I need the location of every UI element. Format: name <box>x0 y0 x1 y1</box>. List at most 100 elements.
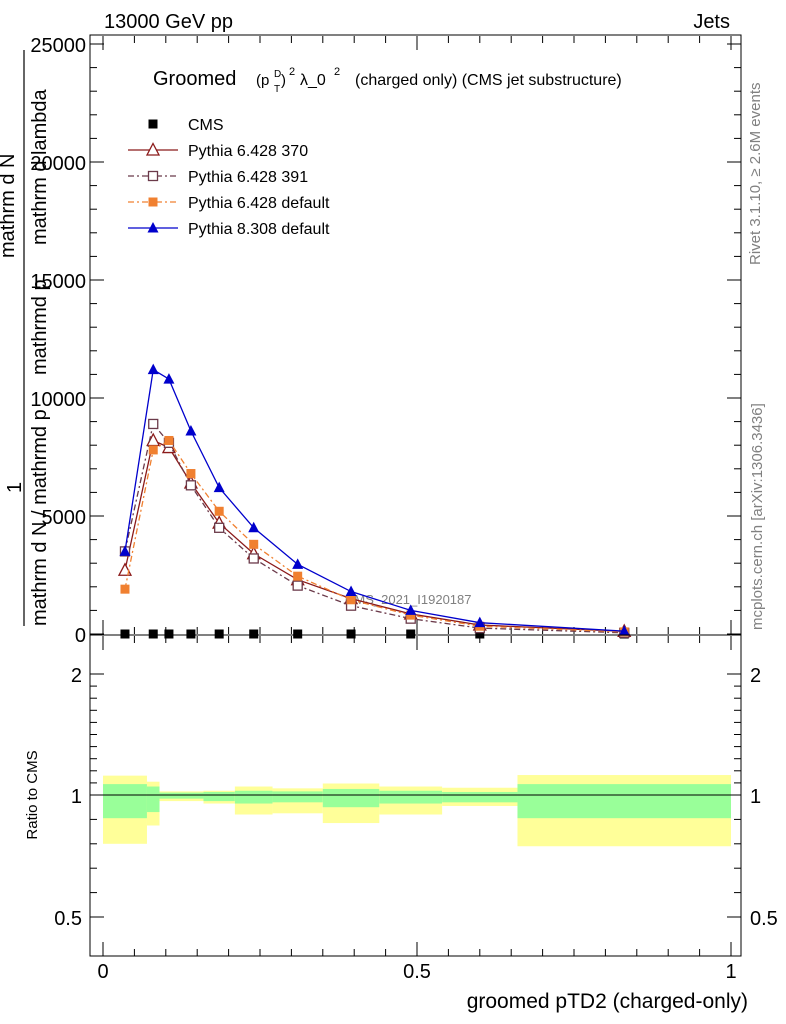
main-ytick-label: 15000 <box>30 271 86 293</box>
data-point-triangle <box>163 373 175 384</box>
legend-label: CMS <box>188 117 224 134</box>
legend-item: Pythia 6.428 391 <box>128 169 308 186</box>
ratio-stat-band <box>203 791 235 802</box>
ratio-stat-band <box>159 792 204 799</box>
main-ytick-label: 10000 <box>30 389 86 411</box>
category-label: Jets <box>693 11 730 33</box>
title-sup-2b: 2 <box>334 66 340 78</box>
data-point-square <box>148 197 158 207</box>
data-point-triangle <box>618 625 630 636</box>
data-point-square <box>186 469 196 479</box>
ratio-ytick-label-right: 1 <box>750 786 761 808</box>
data-point-square <box>249 539 259 549</box>
data-point-square <box>164 435 174 445</box>
ratio-stat-band <box>442 791 518 803</box>
main-y-label: 1 mathrm d N mathrm d N / mathrmd p math… <box>0 50 51 626</box>
main-ytick-label: 20000 <box>30 153 86 175</box>
title-paren: ) <box>281 72 286 89</box>
ylabel-top: mathrm d N <box>0 154 19 258</box>
data-point-square <box>120 629 130 639</box>
ylabel-one: 1 <box>4 482 26 493</box>
data-point-square <box>346 595 356 605</box>
data-point-triangle-open <box>145 142 161 156</box>
main-title: Groomed (p D T ) 2 λ_0 2 (charged only) … <box>153 66 622 95</box>
energy-label: 13000 GeV pp <box>104 11 233 33</box>
watermark: CMS_2021_I1920187 <box>345 592 472 607</box>
data-point-triangle <box>248 521 260 533</box>
mcplots-label: mcplots.cern.ch [arXiv:1306.3436] <box>749 403 766 630</box>
data-point-square <box>148 445 158 455</box>
legend: CMS Pythia 6.428 370 Pythia 6.428 391 Pythi… <box>128 117 330 238</box>
title-tail: (charged only) (CMS jet substructure) <box>355 72 622 89</box>
title-sup-2a: 2 <box>289 66 295 78</box>
ratio-stat-band <box>517 784 731 819</box>
title-sup-d: D <box>274 69 281 80</box>
data-point-square <box>475 629 485 639</box>
ratio-y-axis: 0.5 0.5 1 1 2 2 <box>54 665 778 930</box>
data-point-square <box>293 629 303 639</box>
data-point-triangle <box>345 585 357 597</box>
ratio-ytick-label: 0.5 <box>54 908 82 930</box>
ratio-stat-band <box>234 790 273 804</box>
data-point-square <box>293 571 303 581</box>
data-point-square-open <box>185 480 197 491</box>
data-point-triangle <box>405 604 417 615</box>
data-point-square <box>406 629 416 639</box>
legend-item: Pythia 8.308 default <box>128 221 330 238</box>
legend-label: Pythia 6.428 370 <box>188 143 308 160</box>
ratio-stat-band <box>322 788 380 808</box>
data-point-square <box>148 629 158 639</box>
ratio-ytick-label-right: 0.5 <box>750 908 778 930</box>
title-sub-t: T <box>274 84 280 95</box>
data-point-square <box>249 629 259 639</box>
ratio-stat-band <box>379 790 443 804</box>
data-point-triangle <box>185 425 197 436</box>
main-y-axis: 0 5000 10000 15000 20000 25000 <box>30 35 741 647</box>
ratio-stat-band <box>103 784 147 819</box>
main-ytick-label: 0 <box>75 625 86 647</box>
main-series <box>117 363 632 639</box>
title-formula: (p <box>256 72 269 89</box>
ratio-x-axis: 0 0.5 1 <box>97 636 737 983</box>
main-plot: 0 5000 10000 15000 20000 25000 CMS_2021_I1920… <box>0 34 742 647</box>
data-point-triangle <box>119 545 131 556</box>
data-point-square-open <box>148 418 159 430</box>
data-point-triangle <box>292 558 304 569</box>
data-point-square-open <box>248 553 259 564</box>
legend-label: Pythia 6.428 default <box>188 195 330 212</box>
ratio-ytick-label: 1 <box>71 786 82 808</box>
legend-item: Pythia 6.428 default <box>128 195 330 212</box>
data-point-square <box>148 119 158 129</box>
data-point-triangle <box>147 363 159 375</box>
title-rest: λ_0 <box>300 72 326 89</box>
main-ytick-label: 5000 <box>42 507 87 529</box>
data-point-square <box>214 506 224 516</box>
ratio-ytick-label: 2 <box>71 665 82 687</box>
xtick-label: 1 <box>725 961 736 983</box>
main-ytick-label: 25000 <box>30 35 86 57</box>
legend-label: Pythia 6.428 391 <box>188 169 308 186</box>
legend-item: CMS <box>148 117 224 134</box>
ratio-ytick-label-right: 2 <box>750 665 761 687</box>
ylabel-end: mathrm d lambda <box>29 89 51 245</box>
data-point-square-open <box>147 170 159 182</box>
data-point-triangle-open <box>146 432 161 447</box>
legend-label: Pythia 8.308 default <box>188 221 330 238</box>
ylabel-bottom: mathrm d N / mathrmd p <box>29 409 51 626</box>
data-point-triangle <box>147 222 159 233</box>
xtick-label: 0.5 <box>403 961 431 983</box>
series-line <box>124 422 625 634</box>
data-point-square <box>406 610 416 620</box>
data-point-square <box>186 629 196 639</box>
ratio-bands <box>103 775 731 847</box>
data-point-square-open <box>214 522 225 533</box>
title-main: Groomed <box>153 68 236 90</box>
ratio-stat-band <box>146 786 160 813</box>
data-point-square <box>164 629 174 639</box>
data-point-square <box>346 629 356 639</box>
data-point-triangle <box>213 481 225 493</box>
ratio-plot: 0.5 0.51 12 2 0 0.5 1 Ratio to CMS groomed pT… <box>24 634 778 1013</box>
data-point-square-open <box>292 580 303 591</box>
series-pythia-8-308-default <box>119 363 630 636</box>
ratio-y-label: Ratio to CMS <box>24 750 41 839</box>
